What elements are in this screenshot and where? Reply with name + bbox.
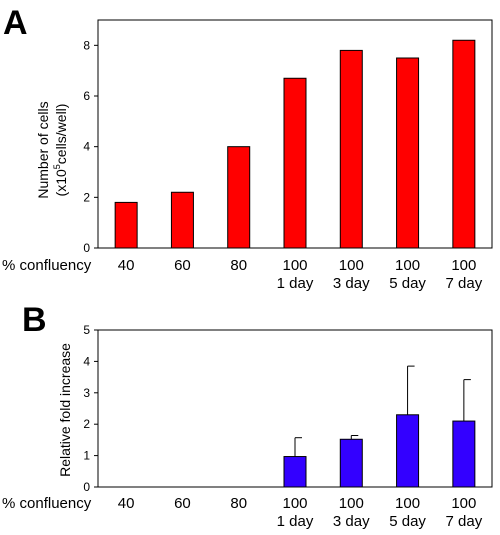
panel-a-category-sublabel: 3 day <box>333 275 370 292</box>
panel-b-category-label: 80 <box>230 495 247 512</box>
panel-b-y-tick-label: 4 <box>83 354 90 368</box>
panel-b-category-sublabel: 5 day <box>389 513 426 530</box>
panel-b-letter: B <box>22 301 47 339</box>
panel-a-category-label: 100 <box>395 257 420 274</box>
panel-a-y-axis-unit: (x105cells/well) <box>52 104 69 197</box>
panel-a-bar <box>396 57 420 249</box>
panel-b-y-axis-title: Relative fold increase <box>57 343 73 477</box>
panel-a-y-unit-suffix: cells/well) <box>53 104 69 165</box>
panel-a-y-unit-prefix: (x10 <box>53 169 69 196</box>
panel-a-y-axis-title-line1: Number of cells <box>35 101 51 198</box>
panel-b-category-label: 40 <box>118 495 135 512</box>
panel-a-y-tick-label: 4 <box>83 140 90 154</box>
panel-a-category-sublabel: 1 day <box>277 275 314 292</box>
panel-a-category-label: 80 <box>230 257 247 274</box>
panel-a-y-unit-sup: 5 <box>52 164 62 169</box>
panel-a-bar <box>452 39 476 249</box>
panel-a-category-sublabel: 5 day <box>389 275 426 292</box>
panel-b-category-sublabel: 3 day <box>333 513 370 530</box>
panel-a-letter: A <box>3 4 28 42</box>
panel-a-category-label: 40 <box>118 257 135 274</box>
panel-b-y-tick-label: 2 <box>83 417 90 431</box>
panel-b-category-label: 60 <box>174 495 191 512</box>
panel-b-category-label: 100 <box>339 495 364 512</box>
panel-a-category-label: 60 <box>174 257 191 274</box>
panel-b-bar <box>396 414 420 488</box>
panel-a-y-tick-label: 6 <box>83 89 90 103</box>
panel-a-category-label: 100 <box>282 257 307 274</box>
panel-a-bar <box>283 77 307 249</box>
panel-a-y-tick-label: 8 <box>83 38 90 52</box>
panel-b-y-tick-label: 5 <box>83 323 90 337</box>
panel-a-bar <box>339 49 363 249</box>
panel-a-category-label: 100 <box>451 257 476 274</box>
panel-b-y-tick-label: 0 <box>83 480 90 494</box>
panel-b-category-label: 100 <box>282 495 307 512</box>
panel-a-bar <box>170 191 194 249</box>
panel-b-bar <box>283 456 307 488</box>
panel-b-category-label: 100 <box>395 495 420 512</box>
panel-a-row-label: % confluency <box>2 257 92 274</box>
panel-b-category-sublabel: 7 day <box>446 513 483 530</box>
panel-a-y-tick-label: 0 <box>83 241 90 255</box>
panel-b-row-label: % confluency <box>2 495 92 512</box>
panel-a-bar <box>114 201 138 249</box>
panel-a-bar <box>227 146 251 249</box>
panel-a-y-axis-title: Number of cells <box>35 101 51 198</box>
panel-b-y-tick-label: 1 <box>83 449 90 463</box>
panel-a-y-tick-label: 2 <box>83 190 90 204</box>
panel-a-category-sublabel: 7 day <box>446 275 483 292</box>
panel-b-category-sublabel: 1 day <box>277 513 314 530</box>
panel-b-y-tick-label: 3 <box>83 386 90 400</box>
panel-b-category-label: 100 <box>451 495 476 512</box>
panel-b-bar <box>452 420 476 488</box>
panel-a-category-label: 100 <box>339 257 364 274</box>
panel-b-bar <box>339 438 363 488</box>
